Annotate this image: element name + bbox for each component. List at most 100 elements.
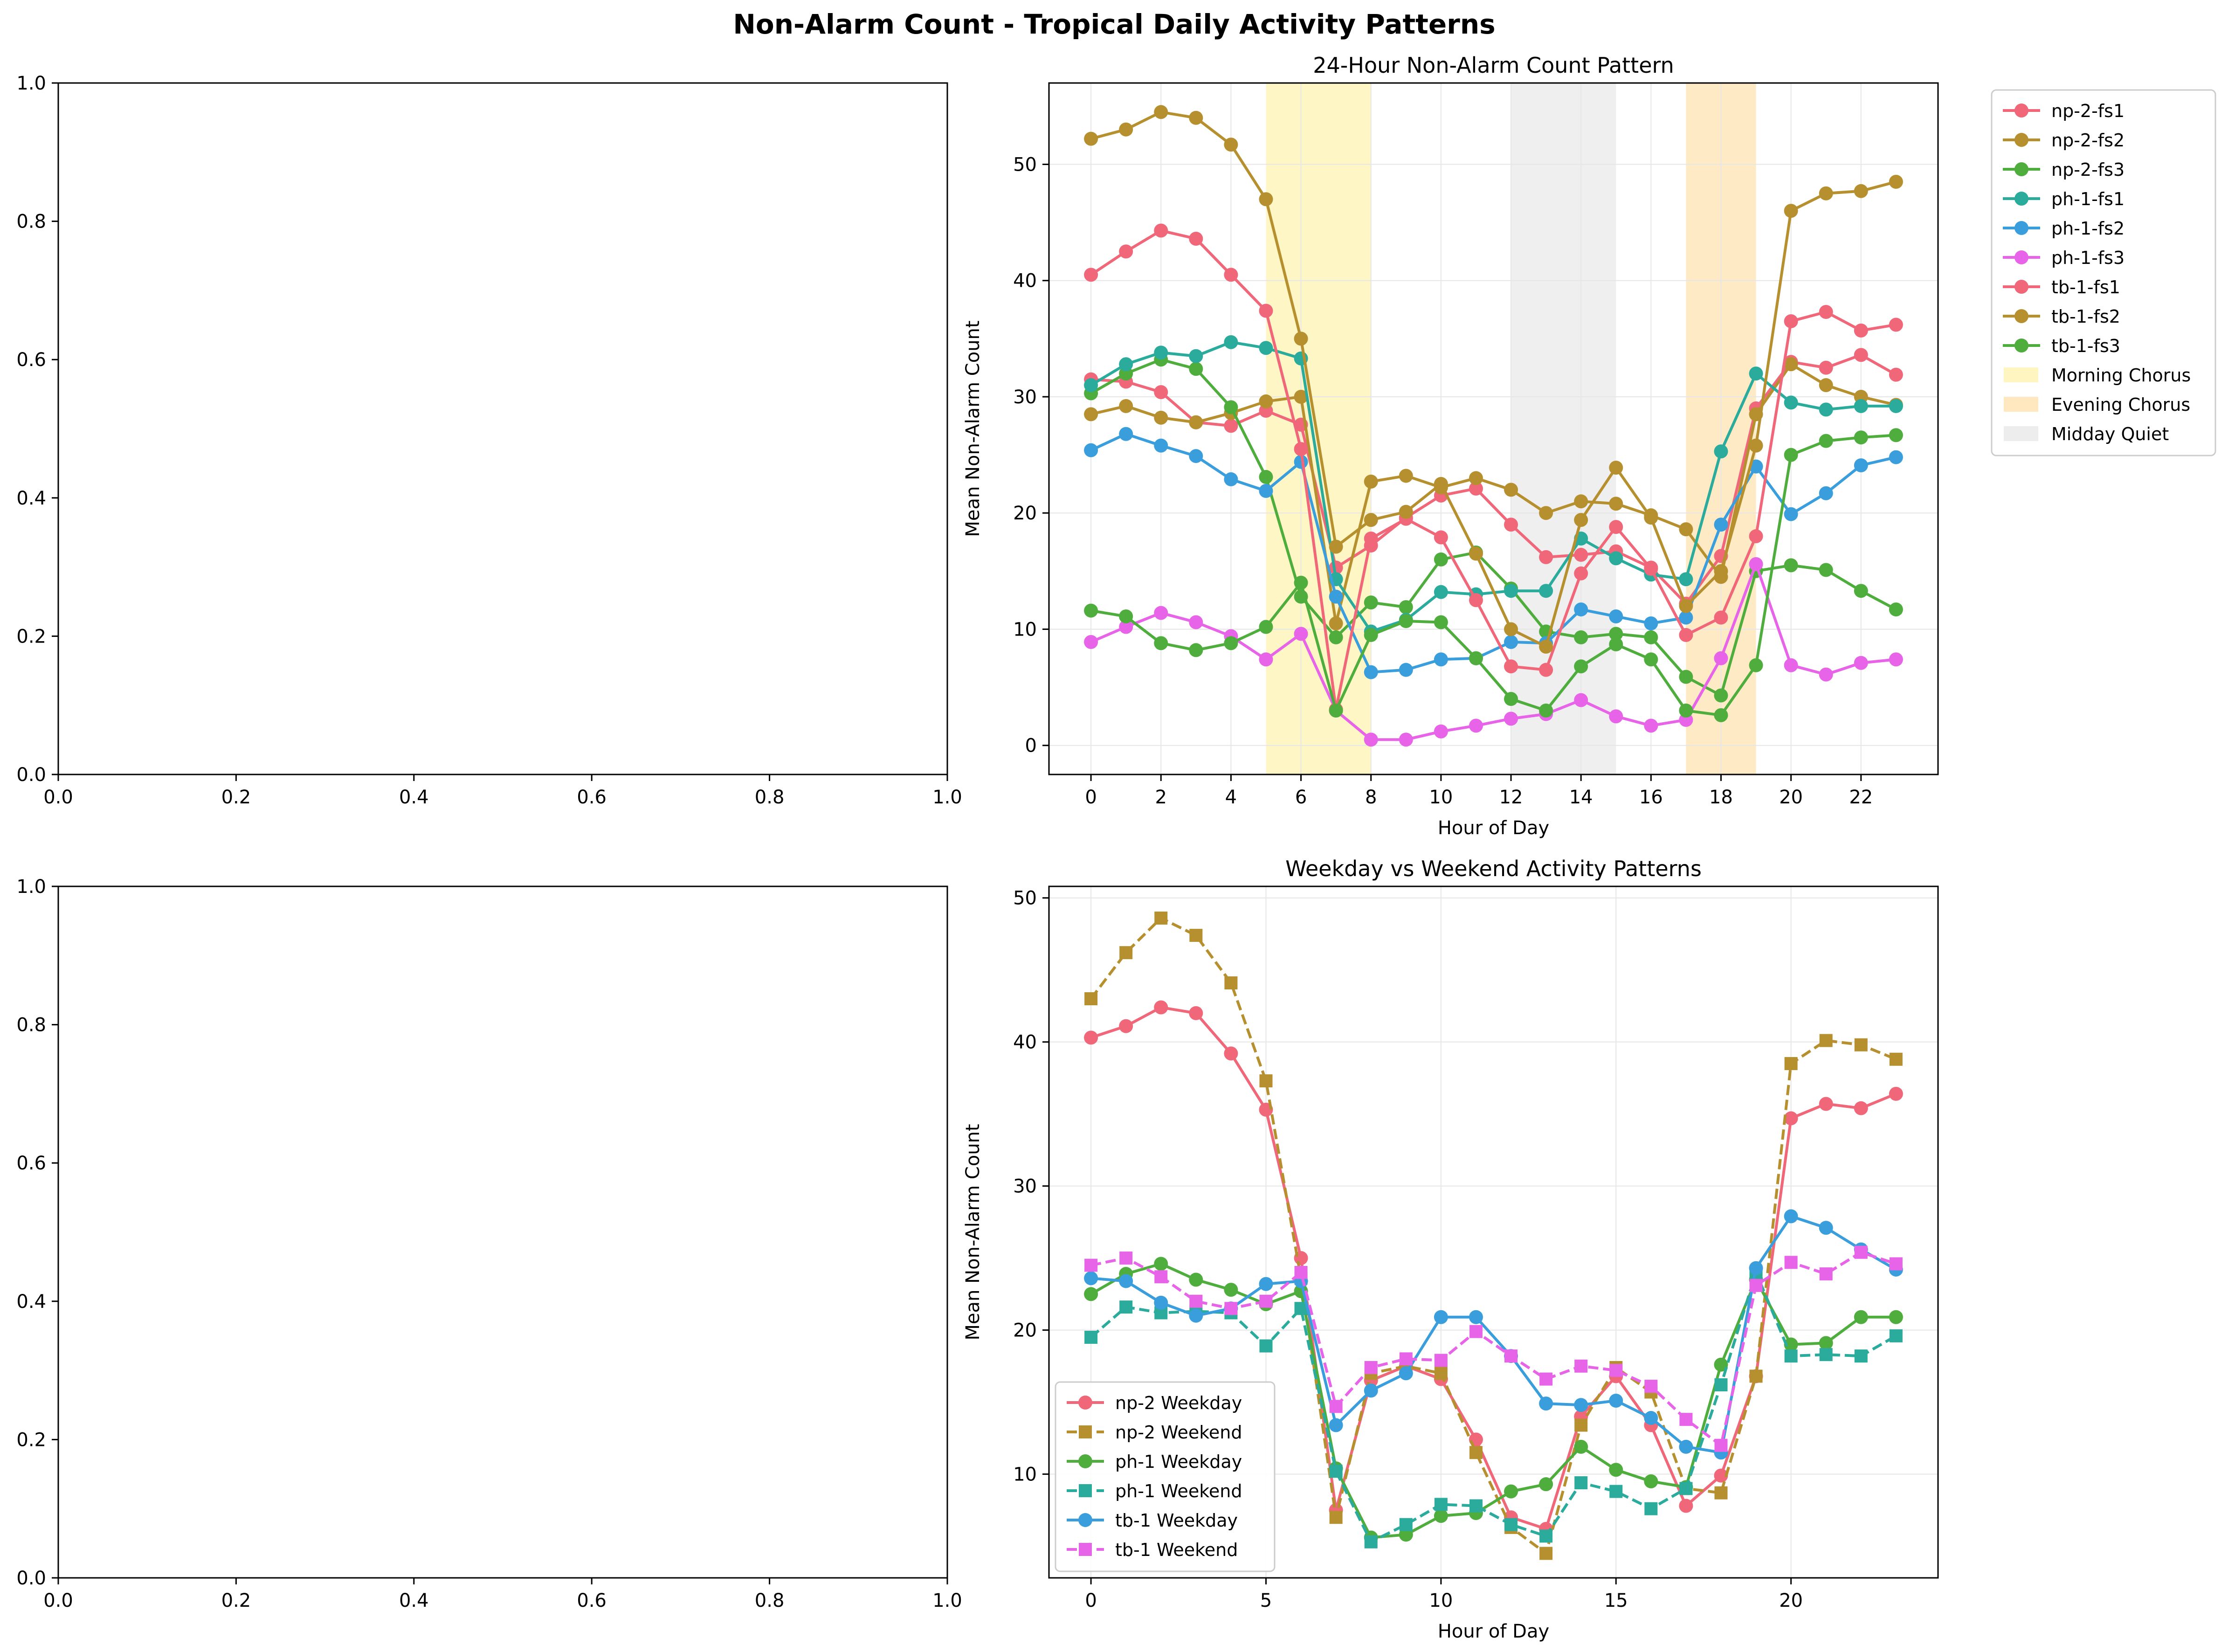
data-point <box>1539 1547 1553 1560</box>
chart-title: 24-Hour Non-Alarm Count Pattern <box>1313 53 1674 78</box>
x-tick-label: 8 <box>1365 787 1377 808</box>
data-point <box>1539 663 1553 677</box>
data-point <box>1154 438 1168 453</box>
data-point <box>1259 341 1273 355</box>
axes-frame <box>57 82 948 775</box>
data-point <box>1679 522 1693 537</box>
y-tick-label: 0.8 <box>16 1015 46 1036</box>
data-point <box>1434 1367 1448 1380</box>
legend-swatch <box>2004 367 2038 382</box>
y-tick-label: 1.0 <box>16 73 46 94</box>
y-tick-label: 20 <box>1013 503 1037 524</box>
x-tick-label: 0 <box>1085 787 1097 808</box>
data-point <box>1644 1411 1658 1425</box>
legend-label: tb-1-fs1 <box>2051 277 2120 297</box>
data-point <box>1644 630 1658 644</box>
data-point <box>1889 399 1903 413</box>
data-point <box>1154 385 1168 399</box>
data-point <box>1084 268 1098 282</box>
data-point <box>1784 1057 1798 1071</box>
data-point <box>1539 584 1553 598</box>
data-point <box>1889 1257 1903 1271</box>
x-tick-label: 10 <box>1429 1590 1453 1611</box>
x-tick-label: 0.6 <box>577 1590 607 1611</box>
data-point <box>1819 305 1833 319</box>
x-tick-label: 0.4 <box>399 787 429 808</box>
data-point <box>1504 483 1518 497</box>
data-point <box>1294 389 1308 404</box>
series-ph-1-fs3 <box>1084 557 1903 747</box>
data-point <box>1889 174 1903 189</box>
legend-label: Evening Chorus <box>2051 394 2190 415</box>
y-tick-label: 50 <box>1013 888 1037 909</box>
data-point <box>1714 1438 1728 1452</box>
data-point <box>1119 427 1133 441</box>
data-point <box>1574 1359 1588 1373</box>
data-point <box>1609 627 1623 641</box>
data-point <box>1679 703 1693 718</box>
y-tick-label: 0.4 <box>16 1291 46 1313</box>
data-point <box>1644 1502 1658 1515</box>
data-point <box>1504 1349 1518 1363</box>
data-point <box>1224 1302 1238 1315</box>
chart-bottom-right: 0 5 10 15 20 10 20 30 40 50 Weekday vs Weekend Act… <box>962 856 1939 1642</box>
data-point <box>1364 532 1378 546</box>
legend-label: np-2-fs3 <box>2051 159 2125 180</box>
data-point <box>1819 1097 1833 1111</box>
data-point <box>1854 458 1868 473</box>
legend-marker <box>2014 162 2028 176</box>
data-point <box>1364 733 1378 747</box>
data-point <box>1854 584 1868 598</box>
data-point <box>1714 1486 1728 1500</box>
data-point <box>1609 460 1623 475</box>
data-point <box>1574 1476 1588 1490</box>
data-point <box>1854 184 1868 198</box>
data-point <box>1189 1294 1203 1308</box>
data-point <box>1259 1339 1273 1353</box>
data-point <box>1609 709 1623 724</box>
series-ph-1-fs2 <box>1084 427 1903 679</box>
data-point <box>1469 651 1483 665</box>
data-point <box>1084 1030 1098 1045</box>
y-tick-label: 30 <box>1013 387 1037 408</box>
y-tick-label: 50 <box>1013 154 1037 175</box>
data-point <box>1784 1349 1798 1363</box>
data-point <box>1679 1413 1693 1426</box>
legend-marker <box>2014 250 2028 264</box>
data-point <box>1539 639 1553 654</box>
y-tick-label: 0.6 <box>16 349 46 371</box>
data-point <box>1084 1271 1098 1286</box>
data-point <box>1329 1400 1343 1413</box>
y-tick-label: 0.6 <box>16 1153 46 1174</box>
data-point <box>1434 652 1448 667</box>
data-point <box>1819 1348 1833 1362</box>
x-tick-label: 6 <box>1295 787 1307 808</box>
x-tick-label: 0.4 <box>399 1590 429 1611</box>
data-point <box>1259 1294 1273 1308</box>
data-point <box>1469 593 1483 608</box>
data-point <box>1784 1111 1798 1126</box>
y-axis-label: Mean Non-Alarm Count <box>962 1124 984 1340</box>
legend-marker <box>2014 309 2028 323</box>
data-point <box>1154 911 1168 925</box>
data-point <box>1749 529 1763 544</box>
data-point <box>1189 362 1203 376</box>
data-point <box>1154 1295 1168 1310</box>
legend-marker <box>2014 280 2028 294</box>
data-point <box>1084 407 1098 422</box>
data-point <box>1399 505 1413 519</box>
data-point <box>1749 1279 1763 1292</box>
data-point <box>1504 1484 1518 1499</box>
data-point <box>1714 1357 1728 1372</box>
data-point <box>1469 1310 1483 1324</box>
data-point <box>1504 622 1518 636</box>
figure-title: Non-Alarm Count - Tropical Daily Activit… <box>733 8 1495 40</box>
data-point <box>1434 1310 1448 1324</box>
y-tick-label: 30 <box>1013 1176 1037 1197</box>
data-point <box>1084 378 1098 393</box>
data-point <box>1329 539 1343 554</box>
data-point <box>1819 360 1833 375</box>
data-point <box>1189 643 1203 657</box>
data-point <box>1399 1366 1413 1381</box>
data-point <box>1714 1468 1728 1483</box>
